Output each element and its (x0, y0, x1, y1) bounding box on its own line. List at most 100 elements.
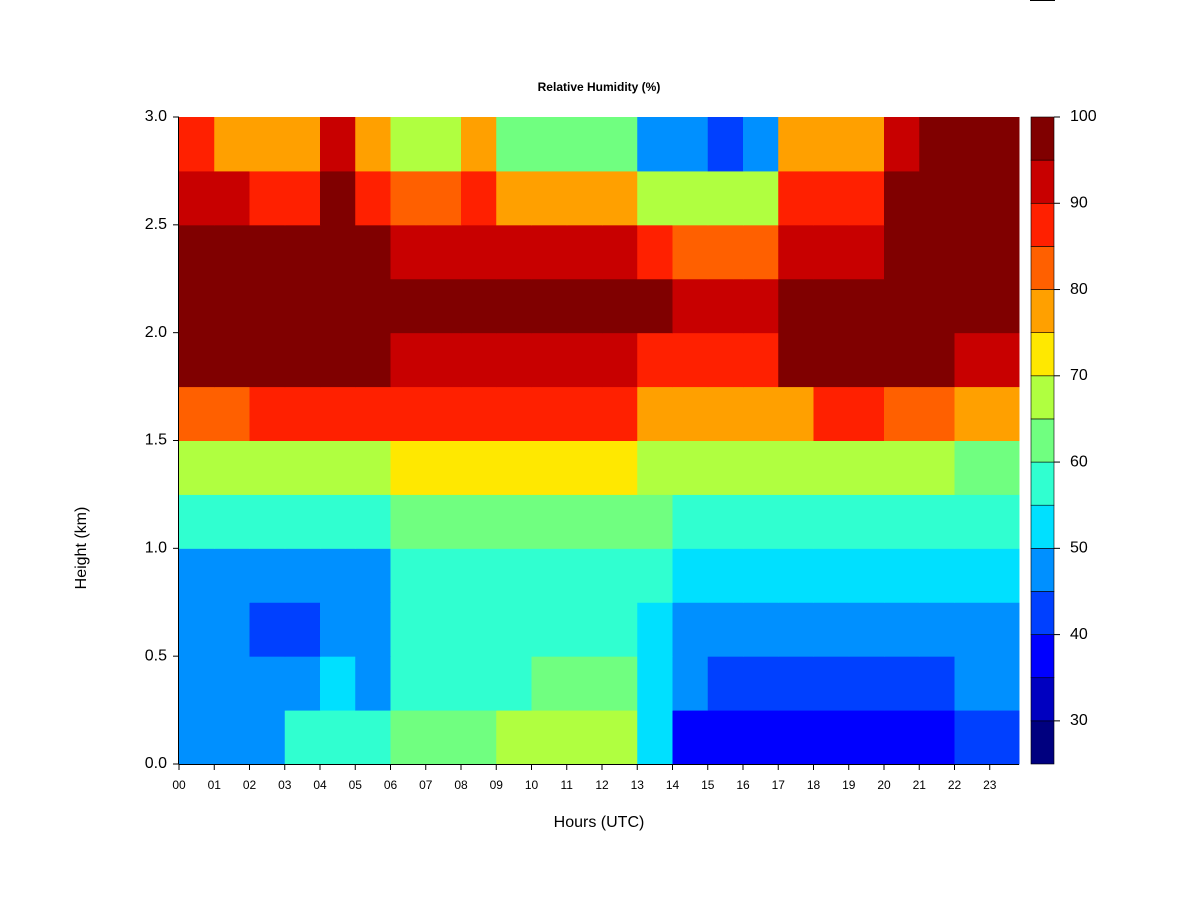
heat-cell (390, 656, 427, 711)
heat-cell (566, 117, 603, 172)
heatmap (179, 117, 1020, 765)
heat-cell (249, 170, 286, 226)
heat-cell (637, 494, 673, 549)
heat-cell (742, 656, 779, 711)
heat-cell (355, 548, 391, 603)
heat-cell (601, 440, 638, 495)
heat-cell (390, 440, 427, 495)
heat-cell (813, 224, 850, 280)
y-tick-label: 3.0 (145, 108, 167, 125)
heat-cell (319, 386, 356, 441)
heat-cell (672, 170, 709, 226)
heat-cell (742, 602, 779, 657)
heat-cell (848, 710, 885, 765)
heat-cell (214, 278, 250, 334)
heat-cell (425, 278, 462, 334)
x-tick-label: 02 (243, 778, 257, 792)
heat-cell (531, 440, 568, 495)
heat-cell (214, 656, 250, 711)
heat-cell (496, 440, 532, 495)
heat-cell (848, 494, 885, 549)
heat-cell (919, 117, 955, 172)
heat-cell (531, 656, 568, 711)
heat-cell (355, 224, 391, 280)
x-tick-label: 13 (631, 778, 645, 792)
heat-cell (883, 117, 920, 172)
heat-cell (214, 224, 250, 280)
heat-cell (460, 170, 497, 226)
heat-cell (179, 224, 215, 280)
heat-cell (919, 224, 955, 280)
heat-cell (601, 278, 638, 334)
x-tick-label: 10 (525, 778, 539, 792)
heat-cell (989, 117, 1020, 172)
colorbar-band (1030, 246, 1055, 290)
colorbar-tick-label: 40 (1070, 626, 1088, 643)
x-tick-label: 16 (736, 778, 750, 792)
x-tick-label: 05 (349, 778, 363, 792)
colorbar-tick-label: 90 (1070, 194, 1088, 211)
heat-cell (284, 117, 321, 172)
colorbar-band (1030, 677, 1055, 722)
heat-cell (637, 440, 673, 495)
heat-cell (566, 656, 603, 711)
heat-cell (742, 710, 779, 765)
heat-cell (637, 656, 673, 711)
heat-cell (707, 494, 744, 549)
colorbar-tick-label: 50 (1070, 540, 1088, 557)
heat-cell (883, 278, 920, 334)
heat-cell (601, 602, 638, 657)
heat-cell (249, 278, 286, 334)
heat-cell (778, 278, 814, 334)
heat-cell (249, 386, 286, 441)
heat-cell (742, 224, 779, 280)
heat-cell (813, 494, 850, 549)
heat-cell (672, 386, 709, 441)
heat-cell (672, 710, 709, 765)
heat-cell (883, 710, 920, 765)
heat-cell (284, 548, 321, 603)
heat-cell (707, 548, 744, 603)
heat-cell (390, 117, 427, 172)
heat-cell (284, 494, 321, 549)
colorbar-band (1030, 289, 1055, 333)
y-tick-label: 1.5 (145, 432, 167, 449)
heat-cell (954, 170, 991, 226)
heat-cell (778, 656, 814, 711)
heat-cell (531, 386, 568, 441)
heat-cell (742, 386, 779, 441)
heat-cell (989, 278, 1020, 334)
heat-cell (319, 602, 356, 657)
heat-cell (425, 440, 462, 495)
heat-cell (919, 602, 955, 657)
heat-cell (637, 170, 673, 226)
heat-cell (778, 440, 814, 495)
heat-cell (531, 710, 568, 765)
heat-cell (214, 117, 250, 172)
heat-cell (742, 440, 779, 495)
heat-cell (813, 278, 850, 334)
heat-cell (284, 440, 321, 495)
heat-cell (601, 656, 638, 711)
heat-cell (355, 656, 391, 711)
heat-cell (390, 170, 427, 226)
heat-cell (848, 440, 885, 495)
heat-cell (637, 710, 673, 765)
heat-cell (531, 170, 568, 226)
heat-cell (954, 710, 991, 765)
heat-cell (179, 386, 215, 441)
heat-cell (848, 170, 885, 226)
heat-cell (319, 656, 356, 711)
heat-cell (460, 224, 497, 280)
heat-cell (601, 224, 638, 280)
heat-cell (319, 224, 356, 280)
heat-cell (883, 386, 920, 441)
heat-cell (919, 494, 955, 549)
heat-cell (284, 224, 321, 280)
heat-cell (637, 602, 673, 657)
heat-cell (319, 548, 356, 603)
heat-cell (284, 332, 321, 388)
heat-cell (954, 440, 991, 495)
heat-cell (672, 494, 709, 549)
